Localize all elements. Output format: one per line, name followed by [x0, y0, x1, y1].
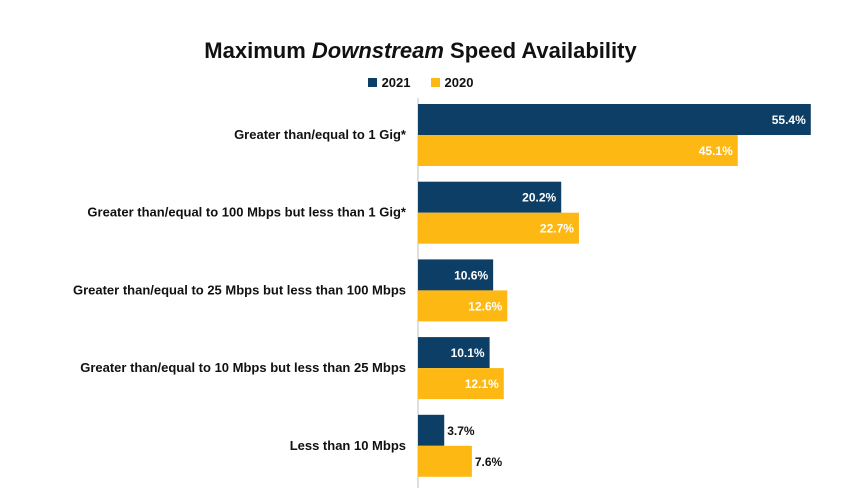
data-label-2021: 10.6%: [454, 268, 488, 282]
title-part-1: Maximum: [204, 38, 312, 63]
data-label-2020: 12.1%: [465, 377, 499, 391]
legend-item-2021: 2021: [367, 75, 411, 90]
category-label: Greater than/equal to 100 Mbps but less …: [87, 205, 407, 220]
category-label: Less than 10 Mbps: [290, 438, 406, 453]
bar-2020: [418, 445, 472, 477]
data-label-2020: 12.6%: [468, 299, 502, 313]
bar-2021: [418, 414, 445, 446]
category-label: Greater than/equal to 25 Mbps but less t…: [73, 282, 406, 297]
title-part-3: Speed Availability: [443, 38, 637, 63]
bar-2020: [418, 368, 504, 400]
legend-label-2020: 2020: [444, 75, 474, 90]
bar-2021: [418, 104, 811, 135]
category-label: Greater than/equal to 10 Mbps but less t…: [80, 360, 406, 375]
data-label-2020: 45.1%: [699, 144, 733, 158]
bar-2021: [418, 337, 490, 369]
chart-title: Maximum Downstream Speed Availability: [0, 38, 841, 64]
bar-2020: [418, 212, 579, 244]
data-label-2021: 20.2%: [522, 191, 556, 205]
data-label-2021: 55.4%: [772, 113, 806, 127]
data-label-2020: 22.7%: [540, 222, 574, 236]
legend-item-2020: 2020: [430, 75, 474, 90]
legend-swatch-2020: [430, 78, 440, 87]
bar-2020: [418, 290, 508, 322]
data-label-2021: 3.7%: [447, 424, 475, 438]
legend-label-2021: 2021: [381, 75, 411, 90]
legend: 2021 2020: [0, 75, 841, 90]
bar-2021: [418, 181, 562, 213]
data-label-2021: 10.1%: [451, 346, 485, 360]
legend-swatch-2021: [367, 78, 377, 87]
data-label-2020: 7.6%: [475, 455, 503, 469]
category-label: Greater than/equal to 1 Gig*: [234, 127, 407, 142]
bar-2021: [418, 259, 494, 291]
bar-2020: [418, 135, 738, 166]
title-part-2: Downstream: [311, 38, 444, 63]
